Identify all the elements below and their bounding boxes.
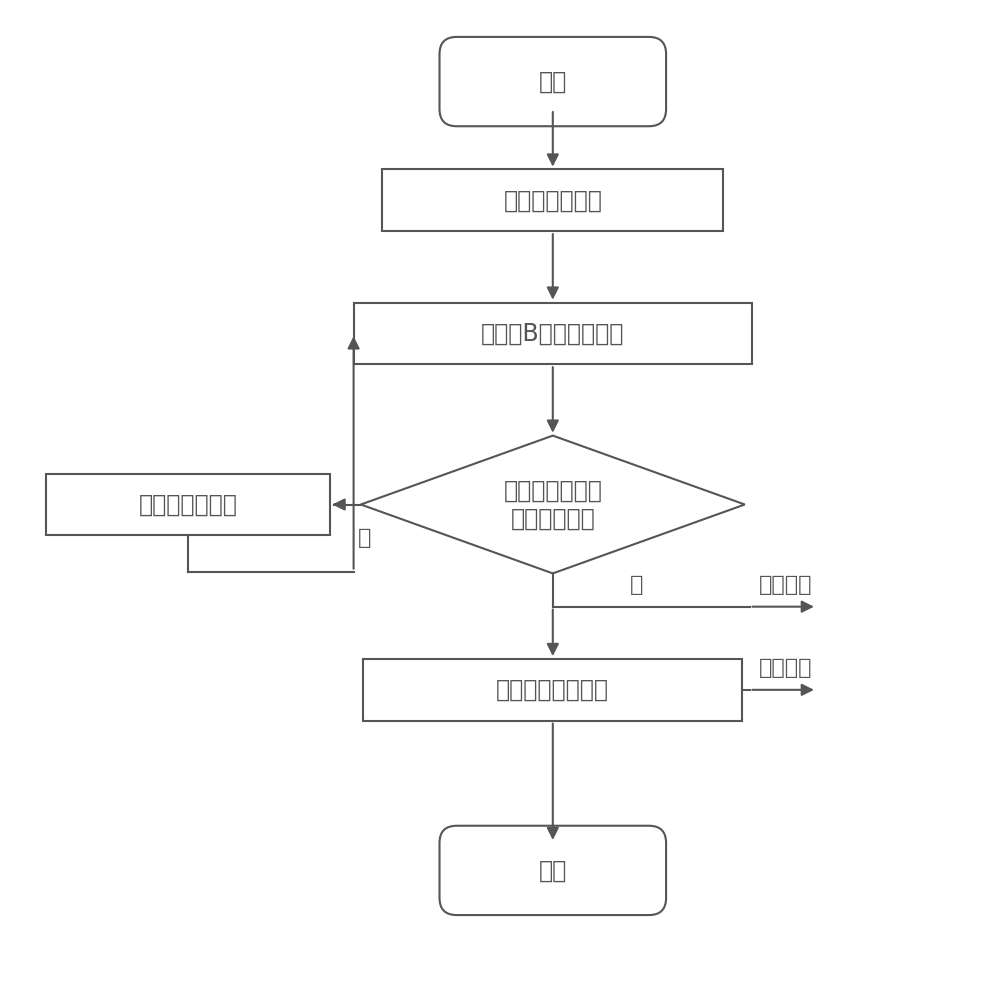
Text: 施加磁场再次扫描: 施加磁场再次扫描 (496, 678, 609, 702)
Bar (363, 659, 742, 721)
Bar (382, 169, 723, 232)
Text: 输出结果: 输出结果 (759, 658, 813, 678)
FancyBboxPatch shape (440, 826, 666, 915)
Bar (354, 303, 752, 364)
Text: 否: 否 (358, 529, 371, 548)
Text: 反射镜B扫描一段长度: 反射镜B扫描一段长度 (481, 322, 624, 346)
Text: 参考光与信号光
是否发生干涉: 参考光与信号光 是否发生干涉 (503, 478, 602, 531)
Text: 是: 是 (630, 575, 643, 595)
Text: 输出结果: 输出结果 (759, 575, 813, 595)
Text: 结束: 结束 (539, 858, 567, 882)
Text: 减小延时环长度: 减小延时环长度 (139, 492, 237, 517)
Text: 选择延时环长度: 选择延时环长度 (503, 188, 602, 213)
Polygon shape (361, 436, 745, 573)
FancyBboxPatch shape (440, 37, 666, 127)
Text: 开始: 开始 (539, 69, 567, 94)
Bar (46, 473, 330, 536)
